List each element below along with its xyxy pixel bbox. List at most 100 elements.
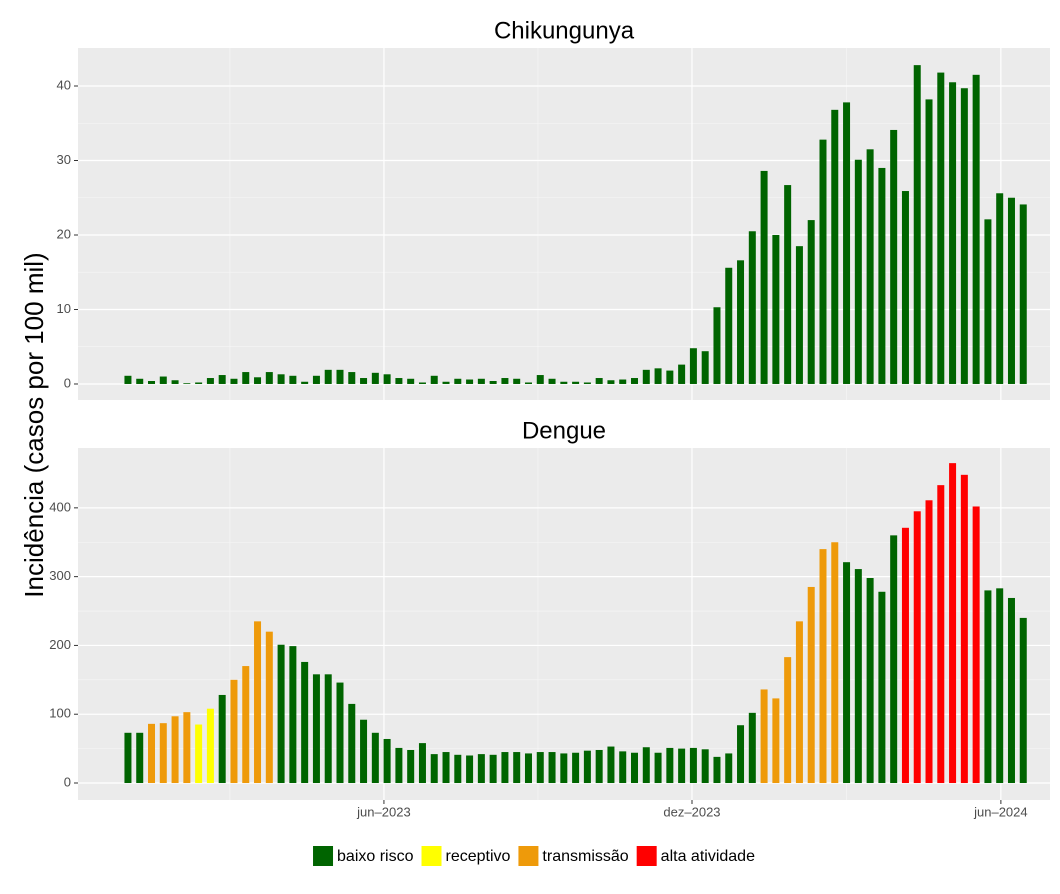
bar	[631, 378, 639, 384]
panel-title: Dengue	[522, 417, 606, 444]
bar	[442, 381, 450, 384]
legend-label: alta atividade	[661, 848, 755, 865]
bar	[701, 351, 709, 384]
legend-label: transmissão	[542, 848, 628, 865]
bar	[583, 382, 591, 384]
x-tick-label: jun–2024	[973, 804, 1028, 819]
bar	[913, 511, 921, 784]
bar	[772, 234, 780, 384]
bar	[360, 378, 368, 384]
bar	[854, 159, 862, 384]
bar	[913, 65, 921, 384]
bar	[171, 380, 179, 384]
bar	[560, 753, 568, 784]
bar	[737, 725, 745, 784]
bar	[831, 109, 839, 384]
bar	[760, 170, 768, 384]
bar	[1007, 597, 1015, 784]
bar	[395, 747, 403, 784]
bar	[289, 646, 297, 784]
bar	[831, 542, 839, 784]
bar	[972, 74, 980, 384]
bar	[784, 185, 792, 384]
panel-background	[78, 448, 1050, 800]
bar	[371, 732, 379, 784]
legend-swatch	[518, 846, 539, 866]
bar	[819, 549, 827, 784]
legend-swatch	[636, 846, 657, 866]
bar	[1019, 617, 1027, 784]
bar	[254, 377, 262, 384]
bar	[548, 378, 556, 384]
x-tick-label: dez–2023	[663, 804, 720, 819]
bar	[595, 378, 603, 384]
bar	[477, 378, 485, 384]
bar	[960, 474, 968, 784]
bar	[254, 621, 262, 784]
bar	[301, 381, 309, 384]
bar	[583, 750, 591, 784]
bar	[524, 382, 532, 384]
bar	[878, 167, 886, 384]
y-tick-label: 0	[64, 774, 71, 789]
bar	[136, 732, 144, 784]
bar	[466, 755, 474, 784]
y-tick-label: 0	[64, 375, 71, 390]
bar	[206, 378, 214, 384]
bar	[925, 99, 933, 384]
bar	[301, 661, 309, 784]
bar	[524, 753, 532, 784]
bar	[925, 500, 933, 784]
bar	[984, 590, 992, 784]
panel-title: Chikungunya	[494, 17, 635, 44]
bar	[383, 374, 391, 384]
bar	[760, 689, 768, 784]
bar	[701, 749, 709, 784]
bar	[430, 754, 438, 784]
bar	[289, 375, 297, 384]
bar	[536, 375, 544, 384]
y-tick-label: 20	[57, 226, 71, 241]
bar	[901, 527, 909, 784]
bar	[407, 378, 415, 384]
bar	[360, 719, 368, 784]
bar	[148, 723, 156, 784]
bar	[949, 82, 957, 384]
bar	[536, 752, 544, 784]
bar	[725, 753, 733, 784]
bar	[795, 621, 803, 784]
bar	[713, 756, 721, 784]
bar	[383, 738, 391, 784]
bar	[324, 674, 332, 784]
bar	[454, 754, 462, 784]
bar	[477, 754, 485, 784]
bar	[501, 378, 509, 384]
bar	[348, 703, 356, 784]
bar	[489, 381, 497, 384]
bar	[312, 375, 320, 384]
panel-background	[78, 48, 1050, 400]
bar	[548, 752, 556, 784]
y-tick-label: 30	[57, 152, 71, 167]
bar	[678, 364, 686, 384]
bar	[336, 369, 344, 384]
bar	[124, 732, 132, 784]
bar	[1007, 197, 1015, 384]
bar	[996, 588, 1004, 784]
bar	[866, 578, 874, 784]
y-tick-label: 200	[49, 637, 71, 652]
bar	[572, 381, 580, 384]
bar	[713, 307, 721, 384]
bar	[560, 381, 568, 384]
y-axis-label: Incidência (casos por 100 mil)	[19, 252, 49, 597]
bar	[171, 716, 179, 784]
bar	[265, 372, 273, 384]
legend-swatch	[313, 846, 334, 866]
bar	[572, 752, 580, 784]
bar	[654, 752, 662, 784]
bar	[218, 375, 226, 384]
bar	[689, 747, 697, 784]
bar	[748, 231, 756, 384]
bar	[819, 139, 827, 384]
bar	[890, 535, 898, 784]
